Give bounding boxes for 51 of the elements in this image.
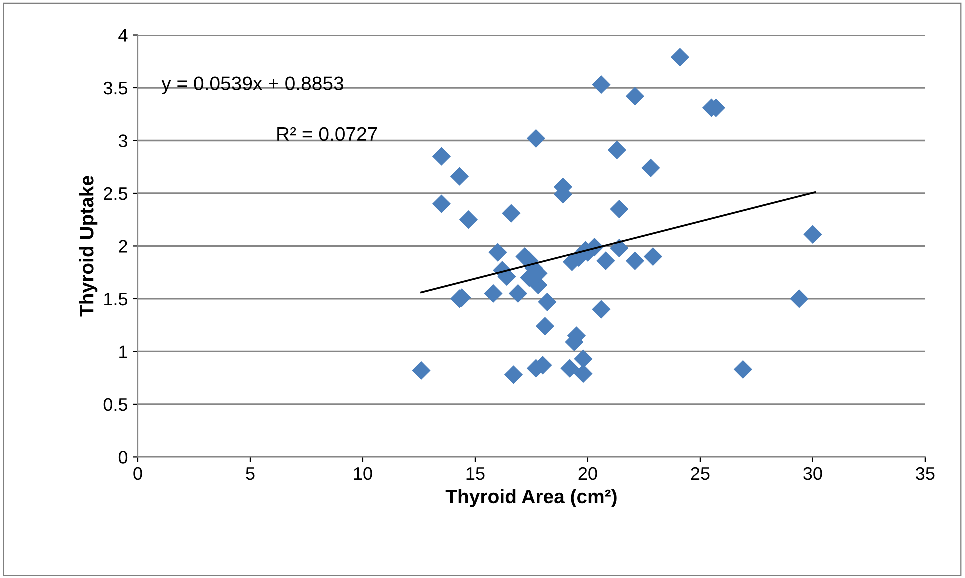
point <box>644 247 663 266</box>
y-axis-title: Thyroid Uptake <box>79 176 98 317</box>
point <box>504 366 524 384</box>
y-tick-label: 0.5 <box>104 398 128 412</box>
point <box>508 284 528 304</box>
point <box>734 360 753 379</box>
x-tick-label: 20 <box>578 467 598 480</box>
point <box>592 300 611 319</box>
point <box>574 350 593 368</box>
x-tick-label: 10 <box>354 467 372 480</box>
point <box>502 204 521 223</box>
point <box>804 225 822 244</box>
point <box>574 364 593 384</box>
x-tick-label: 5 <box>246 468 255 480</box>
point <box>608 140 627 160</box>
x-tick-label: 35 <box>916 467 935 480</box>
point <box>592 76 611 94</box>
point <box>450 167 470 186</box>
y-tick-label: 4 <box>118 29 128 42</box>
y-tick-label: 0 <box>118 451 128 464</box>
point <box>432 147 452 166</box>
point <box>432 194 452 214</box>
point <box>488 243 508 262</box>
point <box>538 292 557 312</box>
point <box>484 284 503 304</box>
x-axis-title: Thyroid Area (cm²) <box>446 489 617 508</box>
annotation: y = 0.0539x + 0.8853 <box>162 76 344 94</box>
point <box>626 87 645 106</box>
point <box>610 200 629 219</box>
y-tick-label: 1 <box>120 346 128 358</box>
point <box>626 252 645 270</box>
point <box>526 129 546 148</box>
point <box>642 158 660 178</box>
x-tick-label: 0 <box>134 467 142 480</box>
point <box>670 48 690 67</box>
y-tick-label: 3.5 <box>104 82 128 95</box>
annotation: R² = 0.0727 <box>278 127 378 142</box>
y-tick-label: 3 <box>118 134 128 148</box>
point <box>610 239 629 258</box>
point <box>596 252 616 270</box>
point <box>560 359 580 378</box>
x-tick-label: 15 <box>466 468 485 480</box>
x-tick-label: 25 <box>691 467 710 480</box>
point <box>536 317 555 336</box>
y-tick-label: 2 <box>119 240 128 253</box>
y-tick-label: 2.5 <box>104 187 128 200</box>
x-tick-label: 30 <box>804 467 822 480</box>
point <box>412 361 431 380</box>
y-tick-label: 1.5 <box>104 293 128 306</box>
point <box>459 210 478 230</box>
point <box>790 290 809 308</box>
